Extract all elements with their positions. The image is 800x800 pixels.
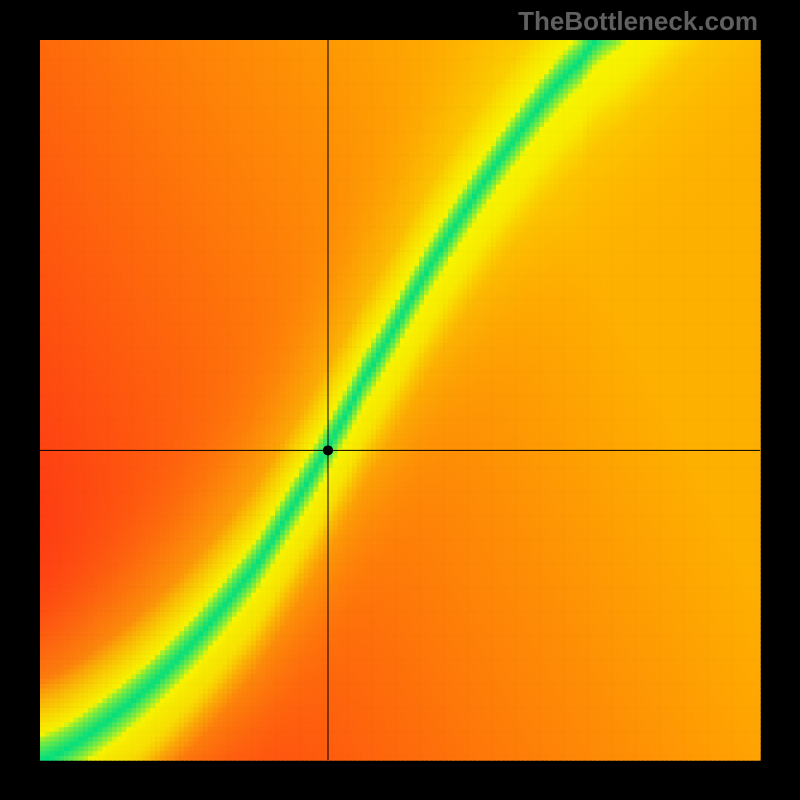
bottleneck-heatmap [0,0,800,800]
chart-container: TheBottleneck.com [0,0,800,800]
watermark-label: TheBottleneck.com [518,6,758,37]
